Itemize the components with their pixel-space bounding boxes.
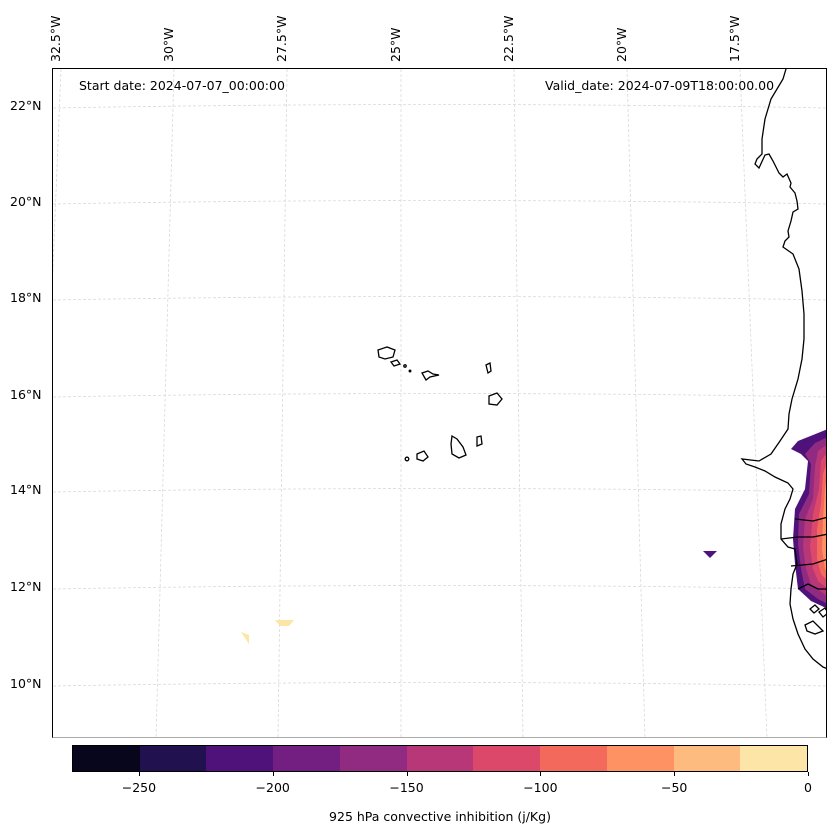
colorbar-segment xyxy=(139,746,207,771)
colorbar-tick xyxy=(674,772,676,776)
graticule xyxy=(53,69,826,737)
gambia-border xyxy=(794,516,826,522)
cin-contour-band xyxy=(826,479,827,564)
island-santiago xyxy=(450,434,467,459)
meridian-line xyxy=(53,69,62,278)
bissagos-1 xyxy=(809,604,820,614)
start-date-label: Start date: 2024-07-07_00:00:00 xyxy=(79,78,285,93)
colorbar-segment xyxy=(406,746,474,771)
colorbar-tick-label: −50 xyxy=(660,780,688,795)
colorbar xyxy=(72,745,808,772)
island-sao-nicolau xyxy=(421,370,440,381)
island-raso xyxy=(408,369,412,373)
meridian-line xyxy=(626,69,646,737)
lat-label: 14°N xyxy=(10,482,42,497)
colorbar-segment xyxy=(673,746,741,771)
lat-label: 20°N xyxy=(10,194,42,209)
parallel-line xyxy=(53,682,826,687)
island-fogo xyxy=(416,450,429,462)
meridian-line xyxy=(277,69,288,737)
colorbar-segment xyxy=(473,746,541,771)
parallel-line xyxy=(53,200,826,205)
island-sal xyxy=(485,362,492,375)
meridian-line xyxy=(155,69,175,737)
colorbar-segment xyxy=(206,746,274,771)
colorbar-tick-label: 0 xyxy=(804,780,812,795)
island-boa-vista xyxy=(488,392,503,406)
colorbar-segment xyxy=(740,746,808,771)
colorbar-tick xyxy=(540,772,542,776)
lat-label: 16°N xyxy=(10,387,42,402)
colorbar-title: 925 hPa convective inhibition (j/Kg) xyxy=(329,809,551,824)
parallel-line xyxy=(53,104,826,109)
colorbar-tick-label: −100 xyxy=(523,780,558,795)
colorbar-tick-label: −250 xyxy=(121,780,157,795)
bissagos-3 xyxy=(804,620,825,635)
lon-label: 20°W xyxy=(614,27,629,62)
lat-label: 12°N xyxy=(10,579,42,594)
cin-patch xyxy=(275,620,294,626)
map-frame xyxy=(52,68,827,738)
island-brava xyxy=(404,456,410,462)
guinea-coast xyxy=(797,583,826,590)
colorbar-tick-label: −200 xyxy=(255,780,290,795)
coastline xyxy=(377,69,826,669)
island-santo-antao xyxy=(377,346,396,360)
lat-label: 22°N xyxy=(10,98,42,113)
lon-label: 22.5°W xyxy=(501,15,516,62)
bissagos-2 xyxy=(818,607,826,618)
colorbar-segment xyxy=(606,746,674,771)
meridian-line xyxy=(513,69,524,737)
lon-label: 17.5°W xyxy=(727,15,742,62)
colorbar-tick xyxy=(808,772,809,776)
west-africa-coastline xyxy=(740,69,826,669)
lat-label: 18°N xyxy=(10,290,42,305)
cin-patch xyxy=(241,632,249,644)
colorbar-tick-label: −150 xyxy=(389,780,424,795)
colorbar-tick xyxy=(272,772,274,776)
parallel-line xyxy=(53,488,826,493)
colorbar-segment xyxy=(73,746,140,771)
colorbar-segment xyxy=(540,746,607,771)
island-sao-vicente xyxy=(389,359,402,367)
lon-label: 32.5°W xyxy=(48,15,63,62)
colorbar-tick xyxy=(406,772,408,776)
map-canvas xyxy=(53,69,827,737)
lon-label: 27.5°W xyxy=(274,15,289,62)
colorbar-tick xyxy=(138,772,140,776)
guinea-border xyxy=(790,558,826,567)
parallel-line xyxy=(53,585,826,590)
meridian-line xyxy=(739,69,768,737)
senegal-inner xyxy=(780,533,826,540)
cin-field xyxy=(241,429,827,644)
cin-patch xyxy=(703,551,717,558)
island-maio xyxy=(476,435,483,447)
valid-date-label: Valid_date: 2024-07-09T18:00:00.00 xyxy=(545,78,775,93)
colorbar-segment xyxy=(339,746,407,771)
parallel-line xyxy=(53,296,826,301)
island-santa-luzia xyxy=(403,364,407,368)
colorbar-segment xyxy=(273,746,340,771)
parallel-line xyxy=(53,393,826,398)
lon-label: 30°W xyxy=(161,27,176,62)
cin-contour-band xyxy=(822,481,826,571)
lat-label: 10°N xyxy=(10,676,42,691)
lon-label: 25°W xyxy=(388,27,403,62)
